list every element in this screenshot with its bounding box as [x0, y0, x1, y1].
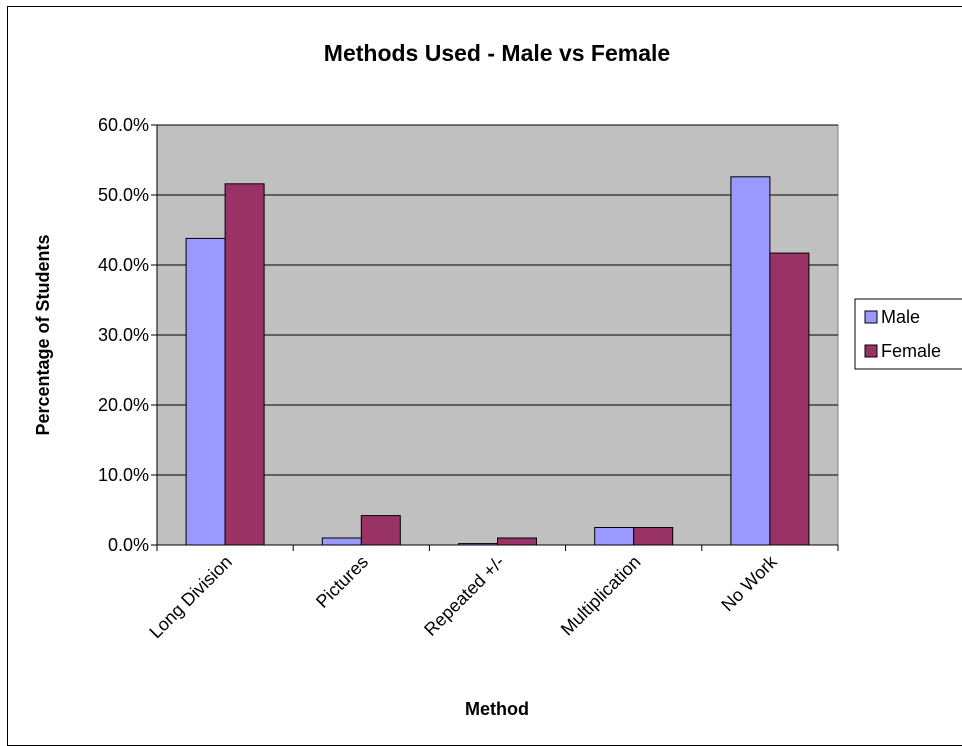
y-tick-label: 30.0% — [98, 325, 149, 345]
x-tick-label: Pictures — [312, 552, 372, 612]
y-axis-title: Percentage of Students — [33, 234, 53, 435]
gridlines — [157, 124, 838, 476]
y-tick-labels: 0.0% 10.0% 20.0% 30.0% 40.0% 50.0% 60.0% — [98, 115, 149, 555]
y-tick-label: 20.0% — [98, 395, 149, 415]
legend-swatch-male — [864, 310, 878, 324]
bar-female — [497, 537, 537, 546]
bar-female — [769, 252, 810, 546]
y-tick-label: 60.0% — [98, 115, 149, 135]
y-tick-label: 40.0% — [98, 255, 149, 275]
y-tick-label: 10.0% — [98, 465, 149, 485]
bar-female — [360, 515, 401, 546]
legend-label-female: Female — [881, 341, 941, 361]
axes — [151, 124, 839, 551]
x-tick-labels: Long Division Pictures Repeated +/- Multipl… — [145, 551, 781, 642]
bar-male — [321, 537, 362, 546]
x-tick-label: Repeated +/- — [420, 552, 508, 640]
legend-label-male: Male — [881, 307, 920, 327]
bar-female — [224, 183, 265, 546]
bar-male — [730, 176, 771, 546]
bar-male — [594, 527, 635, 546]
x-tick-label: Multiplication — [557, 552, 645, 640]
y-tick-label: 0.0% — [108, 535, 149, 555]
bar-male — [185, 237, 226, 546]
y-tick-label: 50.0% — [98, 185, 149, 205]
x-axis-title: Method — [465, 699, 529, 719]
bar-female — [633, 527, 674, 546]
legend-swatch-female — [864, 344, 878, 358]
x-tick-label: No Work — [717, 551, 781, 615]
chart-title: Methods Used - Male vs Female — [324, 40, 670, 66]
x-tick-label: Long Division — [145, 552, 236, 643]
legend: Male Female — [854, 298, 962, 370]
